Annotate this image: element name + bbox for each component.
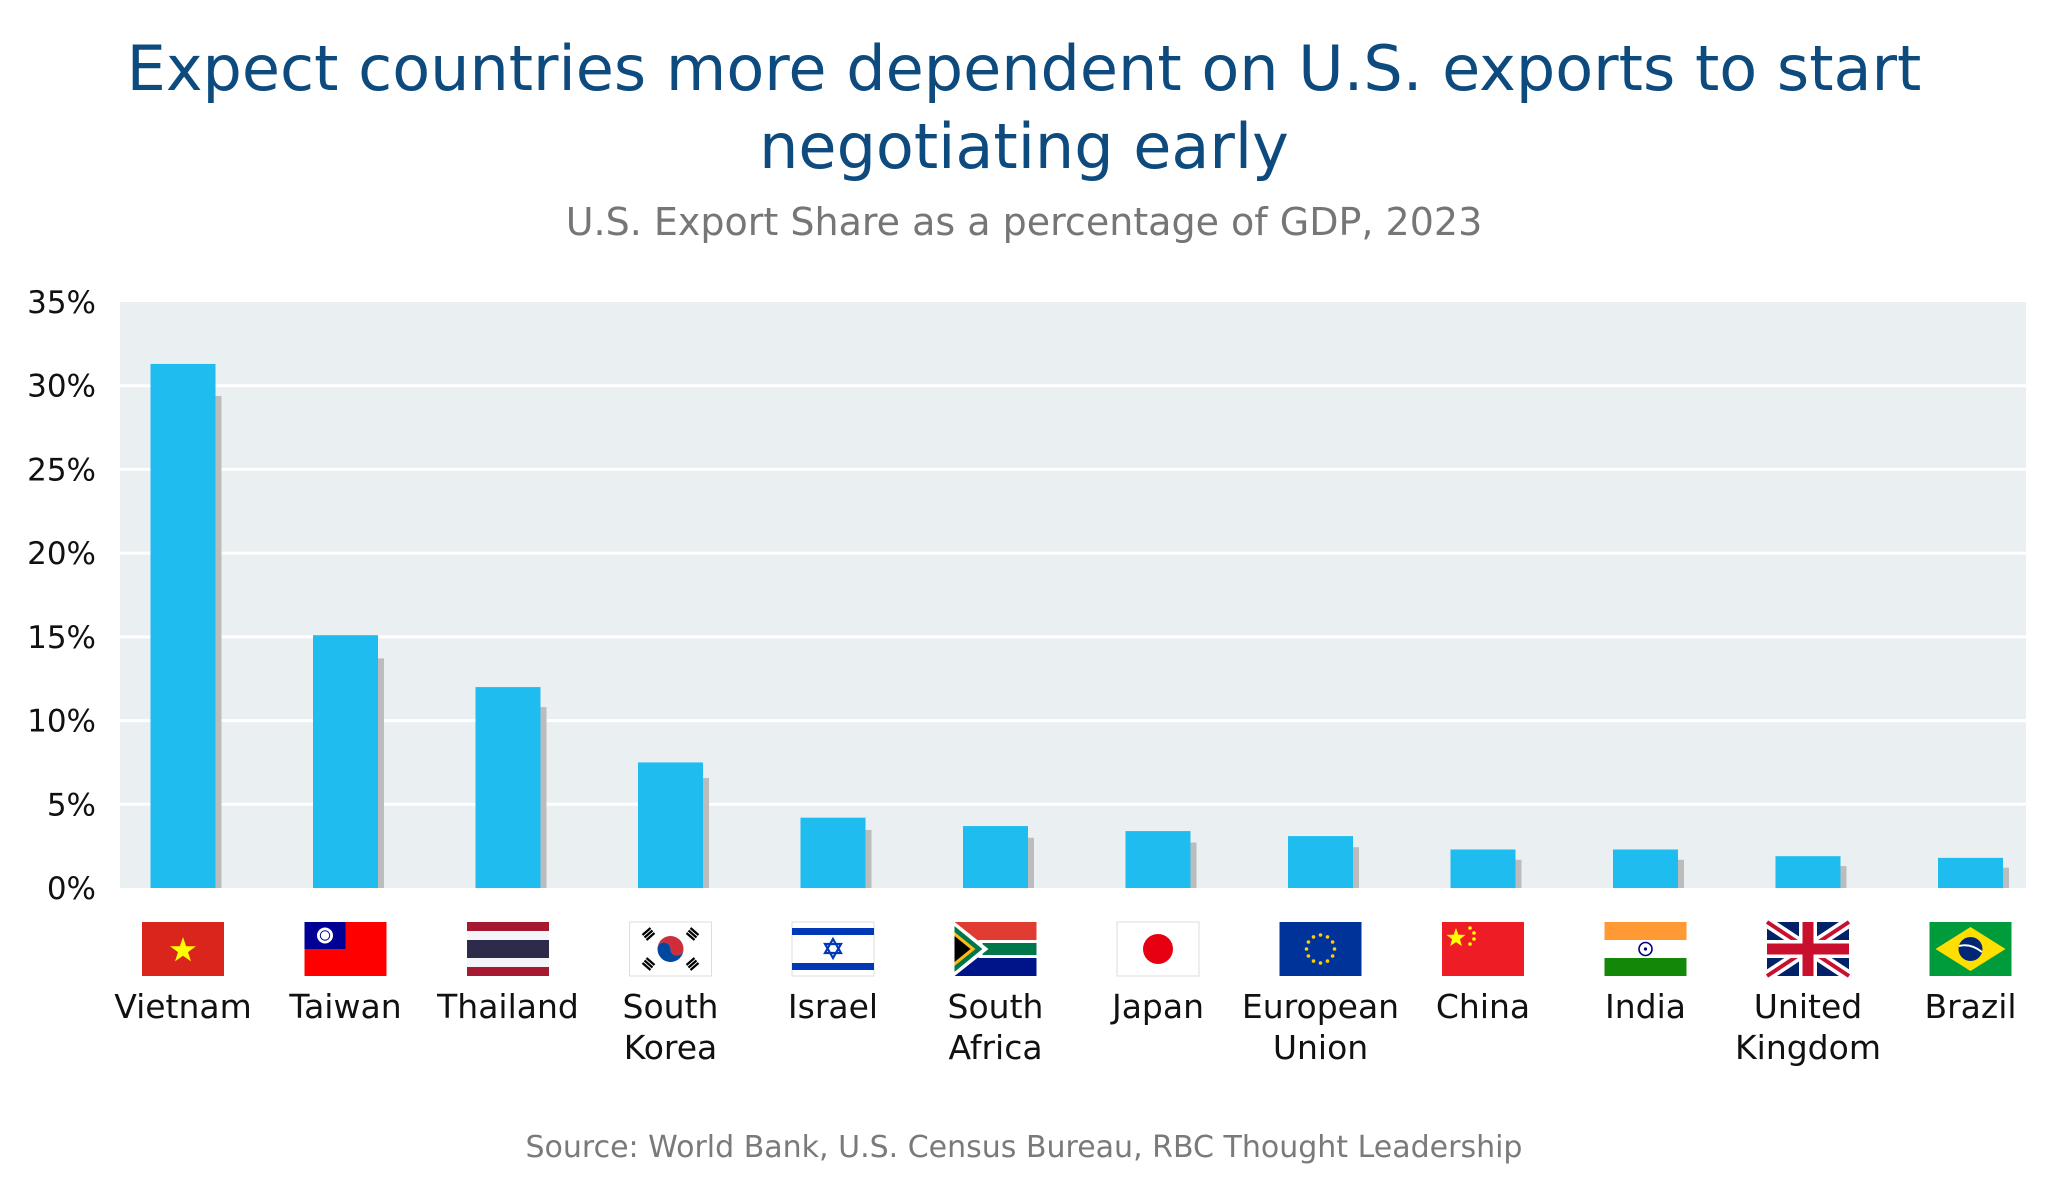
category-label-line: European: [1242, 987, 1399, 1026]
japan-flag-icon: [1116, 921, 1200, 977]
bar: [1938, 857, 2003, 888]
south-korea-flag-icon: [628, 920, 713, 978]
category-label: European Union: [1242, 987, 1399, 1067]
gridlines: [120, 384, 2026, 806]
category-label: South Korea: [623, 987, 719, 1067]
category-label: Vietnam: [114, 987, 252, 1026]
category-label-line: Brazil: [1924, 987, 2016, 1026]
bar: [1775, 856, 1841, 888]
bar: [638, 762, 703, 888]
bar: [475, 687, 541, 888]
brazil-flag-icon: [1928, 921, 2013, 977]
category-label: United Kingdom: [1735, 987, 1881, 1067]
y-tick-label: 0%: [47, 871, 96, 907]
israel-flag-icon: [790, 920, 876, 978]
china-flag-icon: [1442, 922, 1524, 976]
category-label: China: [1436, 987, 1530, 1026]
country-flags: [142, 920, 2013, 978]
european-union-flag-icon: [1279, 922, 1362, 976]
category-label: Brazil: [1924, 987, 2016, 1026]
category-label-line: India: [1605, 987, 1686, 1026]
bar: [1450, 849, 1516, 888]
y-tick-label: 30%: [27, 369, 96, 405]
chart-title: Expect countries more dependent on U.S. …: [0, 30, 2048, 186]
category-label-line: Korea: [624, 1028, 718, 1067]
category-label: Taiwan: [288, 987, 401, 1026]
thailand-flag-icon: [467, 922, 549, 976]
category-label-line: South: [948, 987, 1044, 1026]
category-label-line: Taiwan: [288, 987, 401, 1026]
bar: [150, 363, 216, 888]
bar: [963, 826, 1028, 888]
india-flag-icon: [1603, 921, 1688, 977]
category-label: India: [1605, 987, 1686, 1026]
category-label: Thailand: [436, 987, 579, 1026]
source-note: Source: World Bank, U.S. Census Bureau, …: [525, 1130, 1523, 1165]
category-label-line: China: [1436, 987, 1530, 1026]
y-tick-label: 35%: [27, 285, 96, 321]
category-label-line: South: [623, 987, 719, 1026]
bars: [150, 363, 2009, 888]
y-axis-ticks: 0% 5% 10% 15% 20% 25% 30% 35%: [27, 285, 96, 907]
bar: [1125, 831, 1191, 888]
bar: [1613, 849, 1678, 888]
bar: [313, 635, 378, 888]
y-tick-label: 15%: [27, 620, 96, 656]
category-label-line: Union: [1273, 1028, 1368, 1067]
plot-area: [120, 302, 2026, 888]
category-label-line: Kingdom: [1735, 1028, 1881, 1067]
category-label: South Africa: [948, 987, 1044, 1067]
category-label-line: Israel: [788, 987, 878, 1026]
united-kingdom-flag-icon: [1767, 922, 1849, 976]
chart-title-line-1: Expect countries more dependent on U.S. …: [126, 32, 1922, 105]
category-label-line: Vietnam: [114, 987, 252, 1026]
category-label-line: Thailand: [436, 987, 579, 1026]
category-label: Japan: [1110, 987, 1204, 1026]
y-tick-label: 25%: [27, 452, 96, 488]
category-label-line: Japan: [1110, 987, 1204, 1026]
y-tick-label: 20%: [27, 536, 96, 572]
vietnam-flag-icon: [142, 922, 224, 976]
taiwan-flag-icon: [304, 922, 387, 976]
south-africa-flag-icon: [954, 922, 1037, 976]
chart-title-line-2: negotiating early: [759, 110, 1289, 183]
y-tick-label: 5%: [47, 787, 96, 823]
category-label: Israel: [788, 987, 878, 1026]
chart-subtitle: U.S. Export Share as a percentage of GDP…: [565, 200, 1483, 244]
bar: [1288, 836, 1353, 888]
bar: [800, 817, 866, 888]
y-tick-label: 10%: [27, 704, 96, 740]
category-label-line: Africa: [948, 1028, 1042, 1067]
category-label-line: United: [1754, 987, 1862, 1026]
